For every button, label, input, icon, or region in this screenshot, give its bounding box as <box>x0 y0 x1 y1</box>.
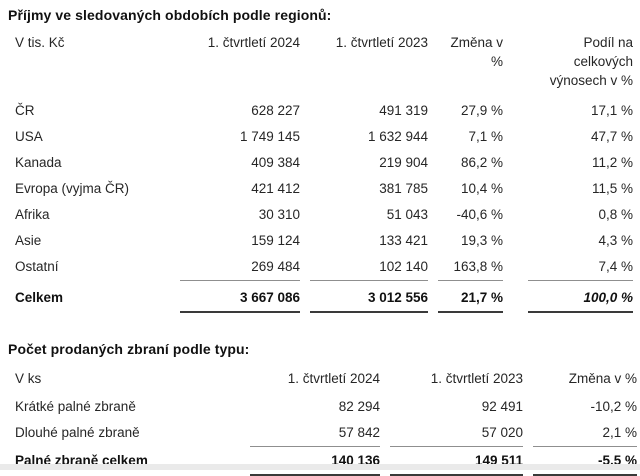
revenue-table-row: USA 1 749 145 1 632 944 7,1 % 47,7 % <box>15 124 633 150</box>
value-change: 7,1 % <box>438 129 503 145</box>
value-q1-2023: 51 043 <box>310 207 428 223</box>
revenue-table-title: Příjmy ve sledovaných obdobích podle reg… <box>8 7 633 23</box>
revenue-table-row: Ostatní 269 484 102 140 163,8 % 7,4 % <box>15 254 633 282</box>
value-change: -40,6 % <box>438 207 503 223</box>
value-q1-2024: 269 484 <box>180 259 300 281</box>
value-share: 47,7 % <box>528 129 633 145</box>
total-label: Celkem <box>15 290 180 313</box>
value-q1-2023: 1 632 944 <box>310 129 428 145</box>
col-header-q1-2023: 1. čtvrtletí 2023 <box>310 33 428 52</box>
units-table-total-row: Palné zbraně celkem 140 136 149 511 -5,5… <box>15 447 633 476</box>
value-q1-2023: 57 020 <box>390 425 523 447</box>
units-table-header-row: V ks 1. čtvrtletí 2024 1. čtvrtletí 2023… <box>15 369 633 394</box>
col-header-share: Podíl na celkových výnosech v % <box>528 33 633 90</box>
units-section: Počet prodaných zbraní podle typu: V ks … <box>15 341 633 476</box>
value-change: 86,2 % <box>438 155 503 171</box>
row-label: Krátké palné zbraně <box>15 399 250 415</box>
units-table: V ks 1. čtvrtletí 2024 1. čtvrtletí 2023… <box>15 369 633 476</box>
col-header-q1-2023: 1. čtvrtletí 2023 <box>390 369 523 388</box>
revenue-table-row: Kanada 409 384 219 904 86,2 % 11,2 % <box>15 150 633 176</box>
value-share: 0,8 % <box>528 207 633 223</box>
revenue-table-row: ČR 628 227 491 319 27,9 % 17,1 % <box>15 98 633 124</box>
revenue-table-row: Asie 159 124 133 421 19,3 % 4,3 % <box>15 228 633 254</box>
value-share: 4,3 % <box>528 233 633 249</box>
revenue-table-row: Evropa (vyjma ČR) 421 412 381 785 10,4 %… <box>15 176 633 202</box>
value-change: 10,4 % <box>438 181 503 197</box>
revenue-table-row: Afrika 30 310 51 043 -40,6 % 0,8 % <box>15 202 633 228</box>
units-table-row: Dlouhé palné zbraně 57 842 57 020 2,1 % <box>15 420 633 448</box>
total-q1-2023: 3 012 556 <box>310 290 428 313</box>
value-q1-2024: 409 384 <box>180 155 300 171</box>
col-header-q1-2024: 1. čtvrtletí 2024 <box>250 369 380 388</box>
row-label: Evropa (vyjma ČR) <box>15 181 180 197</box>
page-bottom-edge <box>0 464 640 470</box>
value-change: 27,9 % <box>438 103 503 119</box>
col-header-unit: V tis. Kč <box>15 33 180 52</box>
units-table-row: Krátké palné zbraně 82 294 92 491 -10,2 … <box>15 394 633 420</box>
value-change: 19,3 % <box>438 233 503 249</box>
col-header-unit: V ks <box>15 369 250 388</box>
row-label: USA <box>15 129 180 145</box>
value-change: 2,1 % <box>533 425 637 447</box>
value-q1-2023: 381 785 <box>310 181 428 197</box>
revenue-table-total-row: Celkem 3 667 086 3 012 556 21,7 % 100,0 … <box>15 282 633 313</box>
value-q1-2023: 133 421 <box>310 233 428 249</box>
total-q1-2024: 3 667 086 <box>180 290 300 313</box>
value-q1-2023: 92 491 <box>390 399 523 415</box>
value-share: 11,2 % <box>528 155 633 171</box>
value-q1-2024: 421 412 <box>180 181 300 197</box>
value-q1-2024: 82 294 <box>250 399 380 415</box>
row-label: Asie <box>15 233 180 249</box>
total-change: 21,7 % <box>438 290 503 313</box>
value-q1-2024: 57 842 <box>250 425 380 447</box>
revenue-table-header-row: V tis. Kč 1. čtvrtletí 2024 1. čtvrtletí… <box>15 33 633 98</box>
row-label: Kanada <box>15 155 180 171</box>
value-q1-2023: 491 319 <box>310 103 428 119</box>
col-header-q1-2024: 1. čtvrtletí 2024 <box>180 33 300 52</box>
revenue-section: Příjmy ve sledovaných obdobích podle reg… <box>15 7 633 313</box>
total-share: 100,0 % <box>528 290 633 313</box>
value-share: 11,5 % <box>528 181 633 197</box>
value-share: 7,4 % <box>528 259 633 281</box>
value-q1-2024: 159 124 <box>180 233 300 249</box>
value-q1-2024: 1 749 145 <box>180 129 300 145</box>
revenue-table: V tis. Kč 1. čtvrtletí 2024 1. čtvrtletí… <box>15 33 633 313</box>
units-table-title: Počet prodaných zbraní podle typu: <box>8 341 633 357</box>
col-header-change: Změna v % <box>438 33 503 71</box>
row-label: Dlouhé palné zbraně <box>15 425 250 448</box>
row-label: ČR <box>15 103 180 119</box>
col-header-change: Změna v % <box>533 369 637 388</box>
row-label: Ostatní <box>15 259 180 282</box>
row-label: Afrika <box>15 207 180 223</box>
value-q1-2023: 219 904 <box>310 155 428 171</box>
value-q1-2023: 102 140 <box>310 259 428 281</box>
value-change: -10,2 % <box>533 399 637 415</box>
value-change: 163,8 % <box>438 259 503 281</box>
value-share: 17,1 % <box>528 103 633 119</box>
value-q1-2024: 30 310 <box>180 207 300 223</box>
value-q1-2024: 628 227 <box>180 103 300 119</box>
